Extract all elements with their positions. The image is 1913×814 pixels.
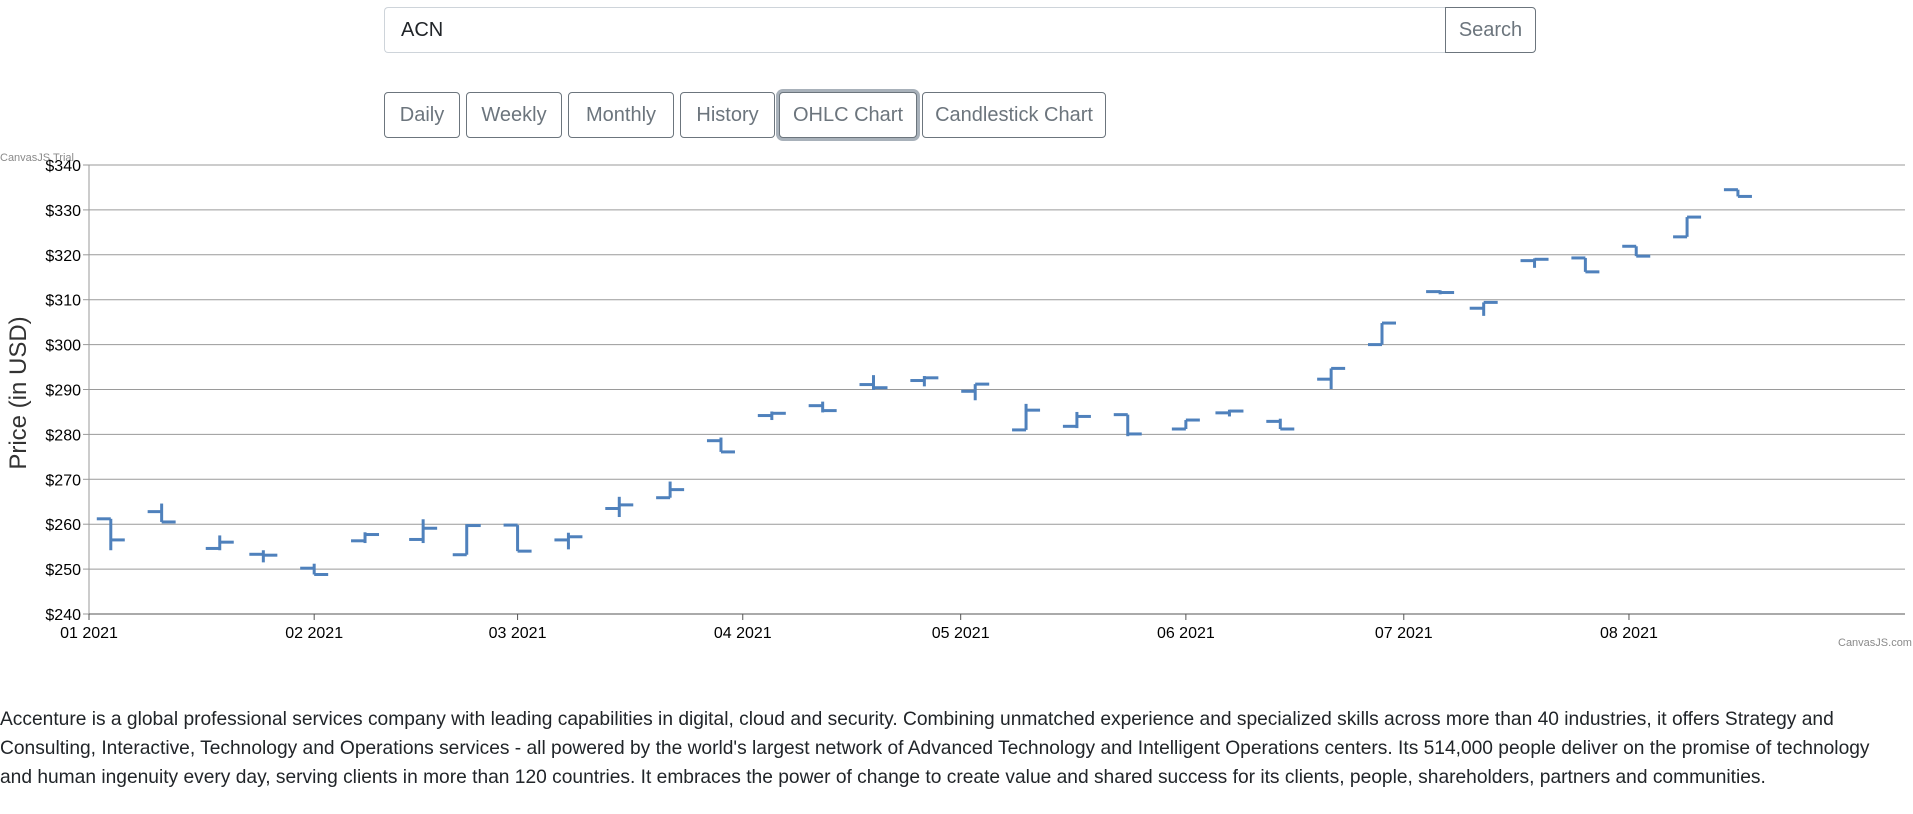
y-tick-label: $310 (45, 293, 81, 310)
y-tick-label: $260 (45, 517, 81, 534)
ohlc-bar[interactable] (706, 437, 735, 454)
tab-monthly[interactable]: Monthly (568, 92, 674, 138)
x-tick-label: 05 2021 (932, 625, 990, 642)
ohlc-bar[interactable] (205, 535, 234, 551)
x-tick-label: 01 2021 (60, 625, 118, 642)
x-tick-label: 03 2021 (489, 625, 547, 642)
ohlc-bar[interactable] (300, 563, 329, 576)
search-input[interactable] (384, 7, 1445, 53)
y-tick-label: $320 (45, 248, 81, 265)
y-axis-ticks: $240 $250 $260 $270 $280 $290 $300 $310 $320 $330… (45, 158, 81, 624)
ohlc-bar[interactable] (1426, 290, 1455, 295)
y-tick-label: $290 (45, 383, 81, 400)
y-tick-label: $300 (45, 338, 81, 355)
tab-history[interactable]: History (680, 92, 775, 138)
ohlc-bar[interactable] (503, 523, 532, 553)
tab-ohlc-chart[interactable]: OHLC Chart (779, 92, 917, 138)
ohlc-bar[interactable] (96, 517, 125, 551)
ohlc-bar[interactable] (1012, 403, 1041, 432)
tab-daily[interactable]: Daily (384, 92, 460, 138)
ohlc-bar[interactable] (452, 524, 481, 557)
ohlc-bar[interactable] (1113, 413, 1142, 437)
ohlc-bar[interactable] (1723, 188, 1752, 198)
ohlc-bar[interactable] (910, 376, 939, 387)
x-tick-label: 07 2021 (1375, 625, 1433, 642)
ohlc-bar[interactable] (757, 411, 786, 421)
ohlc-chart: $240 $250 $260 $270 $280 $290 $300 $310 $320 $330… (5, 158, 1905, 642)
ohlc-bar[interactable] (656, 481, 685, 500)
ohlc-bars (96, 188, 1752, 576)
y-tick-label: $270 (45, 472, 81, 489)
y-tick-label: $280 (45, 427, 81, 444)
ohlc-bar[interactable] (1317, 366, 1346, 390)
ohlc-bar[interactable] (1367, 321, 1396, 347)
search-button[interactable]: Search (1445, 7, 1536, 53)
ohlc-bar[interactable] (351, 532, 380, 544)
ohlc-bar[interactable] (605, 496, 634, 518)
ohlc-bar[interactable] (1520, 257, 1549, 268)
ohlc-bar[interactable] (1469, 300, 1498, 316)
ohlc-bar[interactable] (147, 503, 176, 524)
y-tick-label: $330 (45, 203, 81, 220)
x-tick-label: 08 2021 (1600, 625, 1658, 642)
ohlc-bar[interactable] (961, 382, 990, 401)
x-tick-label: 02 2021 (285, 625, 343, 642)
x-tick-label: 04 2021 (714, 625, 772, 642)
ohlc-bar[interactable] (808, 401, 837, 413)
ohlc-bar[interactable] (1171, 418, 1200, 431)
company-description: Accenture is a global professional servi… (0, 709, 1870, 788)
ohlc-bar[interactable] (1622, 244, 1651, 258)
ohlc-bar[interactable] (554, 532, 583, 550)
chart-credit-bottom[interactable]: CanvasJS.com (1838, 637, 1912, 649)
search-bar: Search (384, 7, 1536, 53)
gridlines (83, 164, 1905, 615)
tab-candlestick-chart[interactable]: Candlestick Chart (922, 92, 1106, 138)
ohlc-bar[interactable] (249, 550, 278, 563)
ohlc-bar[interactable] (1215, 409, 1244, 417)
ohlc-bar[interactable] (1062, 411, 1091, 429)
ohlc-bar[interactable] (1571, 256, 1600, 274)
ohlc-bar[interactable] (859, 375, 888, 390)
ohlc-bar[interactable] (1266, 418, 1295, 431)
chart-credit-top: CanvasJS Trial (0, 152, 74, 164)
y-axis-label: Price (in USD) (5, 316, 32, 469)
tab-weekly[interactable]: Weekly (466, 92, 562, 138)
y-tick-label: $250 (45, 562, 81, 579)
y-tick-label: $240 (45, 607, 81, 624)
ohlc-bar[interactable] (409, 519, 438, 544)
x-axis-ticks: 01 2021 02 2021 03 2021 04 2021 05 2021 06 20… (60, 614, 1658, 642)
x-tick-label: 06 2021 (1157, 625, 1215, 642)
ohlc-bar[interactable] (1673, 215, 1702, 239)
y-tick-label: $340 (45, 158, 81, 175)
